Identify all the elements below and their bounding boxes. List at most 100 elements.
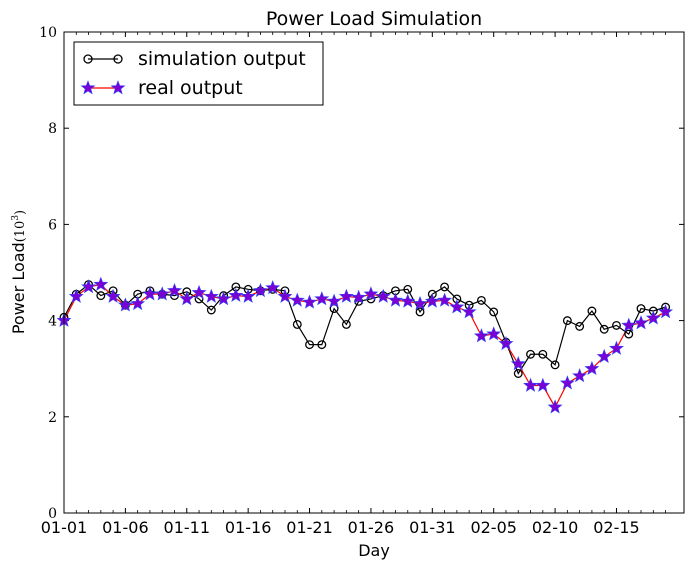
plot-area: [64, 32, 684, 513]
x-tick-label: 01-26: [348, 518, 395, 537]
real-output-point: [473, 328, 489, 343]
simulation-output-point: [599, 324, 609, 334]
real-output-point: [252, 282, 268, 298]
legend-box: [73, 41, 324, 106]
x-tick-label: 02-10: [532, 518, 579, 537]
simulation-output-point: [96, 291, 106, 301]
x-tick-label: 01-06: [102, 518, 149, 537]
real-output-point: [572, 368, 588, 383]
real-output-point: [351, 289, 367, 304]
real-output-point: [179, 291, 195, 306]
legend-marker-simulation-right: [113, 54, 123, 64]
y-axis-label-unit-exponent: 3: [11, 215, 21, 221]
axis-ticks: 0 2 4 6 8 10 01-01 01-06 01-11 01-16 01-21 01-26 01-…: [39, 25, 684, 537]
real-output-point: [523, 377, 538, 392]
real-output-point: [277, 288, 293, 303]
real-output-point: [314, 291, 330, 306]
x-tick-label: 02-05: [470, 518, 517, 537]
real-output-point: [547, 399, 563, 414]
real-output-point: [216, 291, 232, 306]
real-output-point: [240, 288, 256, 303]
real-output-point: [621, 317, 637, 332]
real-output-point: [510, 356, 526, 371]
real-output-point: [363, 286, 379, 301]
real-output-point: [461, 304, 477, 319]
x-tick-label: 01-31: [409, 518, 456, 537]
real-output-point: [375, 288, 391, 303]
real-output-point: [412, 295, 428, 311]
real-output-point: [154, 286, 170, 301]
series-layer: [56, 276, 674, 414]
y-tick-label: 8: [48, 121, 57, 137]
real-output-point: [449, 299, 465, 314]
legend-marker-simulation-left: [83, 54, 93, 64]
real-output-point: [167, 282, 182, 298]
x-tick-label: 01-16: [225, 518, 272, 537]
y-axis-label: Power Load(103): [9, 210, 28, 334]
real-output-point: [535, 377, 551, 392]
x-axis-label: Day: [358, 541, 390, 560]
simulation-output-point: [636, 304, 646, 314]
real-output-point: [228, 287, 244, 302]
real-output-point: [338, 288, 354, 303]
simulation-output-point: [329, 304, 339, 314]
real-output-point: [289, 292, 305, 307]
y-axis-label-unit: (10: [13, 221, 28, 243]
real-output-point: [117, 297, 133, 312]
real-output-point: [105, 288, 121, 303]
real-output-point: [326, 293, 342, 308]
real-output-point: [93, 276, 109, 291]
plot-frame: [63, 31, 685, 514]
real-output-point: [633, 315, 649, 330]
legend-label-real: real output: [138, 77, 243, 99]
simulation-output-point: [489, 307, 499, 317]
y-tick-label: 4: [48, 314, 57, 330]
simulation-output-point: [440, 282, 450, 292]
legend-label-simulation: simulation output: [138, 48, 306, 70]
real-output-point: [400, 293, 416, 308]
simulation-output-point: [476, 295, 486, 305]
x-tick-label: 02-15: [593, 518, 640, 537]
simulation-output-point: [317, 340, 327, 350]
real-output-point: [191, 284, 207, 300]
chart-title: Power Load Simulation: [266, 8, 482, 30]
real-output-point: [142, 286, 158, 301]
real-output-point: [559, 375, 575, 390]
simulation-output-point: [538, 349, 548, 359]
legend: simulation output real output: [73, 41, 324, 106]
legend-marker-real-left: [80, 80, 96, 95]
real-output-point: [203, 288, 219, 303]
real-output-point: [658, 304, 674, 319]
real-output-point: [265, 280, 281, 295]
x-tick-label: 01-11: [164, 518, 211, 537]
y-axis-label-main: Power Load: [9, 242, 28, 334]
simulation-output-point: [562, 316, 572, 326]
real-output-point: [68, 288, 84, 303]
simulation-output-point: [513, 369, 523, 378]
real-output-point: [596, 348, 612, 364]
real-output-point: [645, 310, 661, 325]
y-tick-label: 10: [39, 25, 57, 41]
y-tick-label: 6: [48, 217, 57, 233]
legend-marker-real-right: [110, 80, 126, 95]
real-output-point: [498, 335, 514, 351]
real-output-point: [81, 279, 97, 294]
simulation-output-point: [341, 319, 351, 329]
real-output-point: [486, 326, 502, 341]
y-tick-label: 0: [48, 506, 57, 522]
x-tick-label: 01-21: [286, 518, 333, 537]
x-tick-label: 01-01: [41, 518, 88, 537]
simulation-output-point: [612, 320, 621, 330]
real-output-point: [437, 292, 453, 307]
simulation-output-point: [292, 319, 302, 329]
real-output-point: [130, 295, 146, 311]
real-output-point: [388, 292, 403, 307]
real-output-point: [584, 360, 600, 376]
real-output-point: [609, 340, 624, 355]
simulation-output-point: [305, 340, 314, 350]
simulation-output-point: [415, 307, 425, 317]
real-output-point: [424, 293, 440, 308]
y-axis-label-unit-close: ): [13, 210, 28, 215]
simulation-output-point: [403, 284, 413, 294]
